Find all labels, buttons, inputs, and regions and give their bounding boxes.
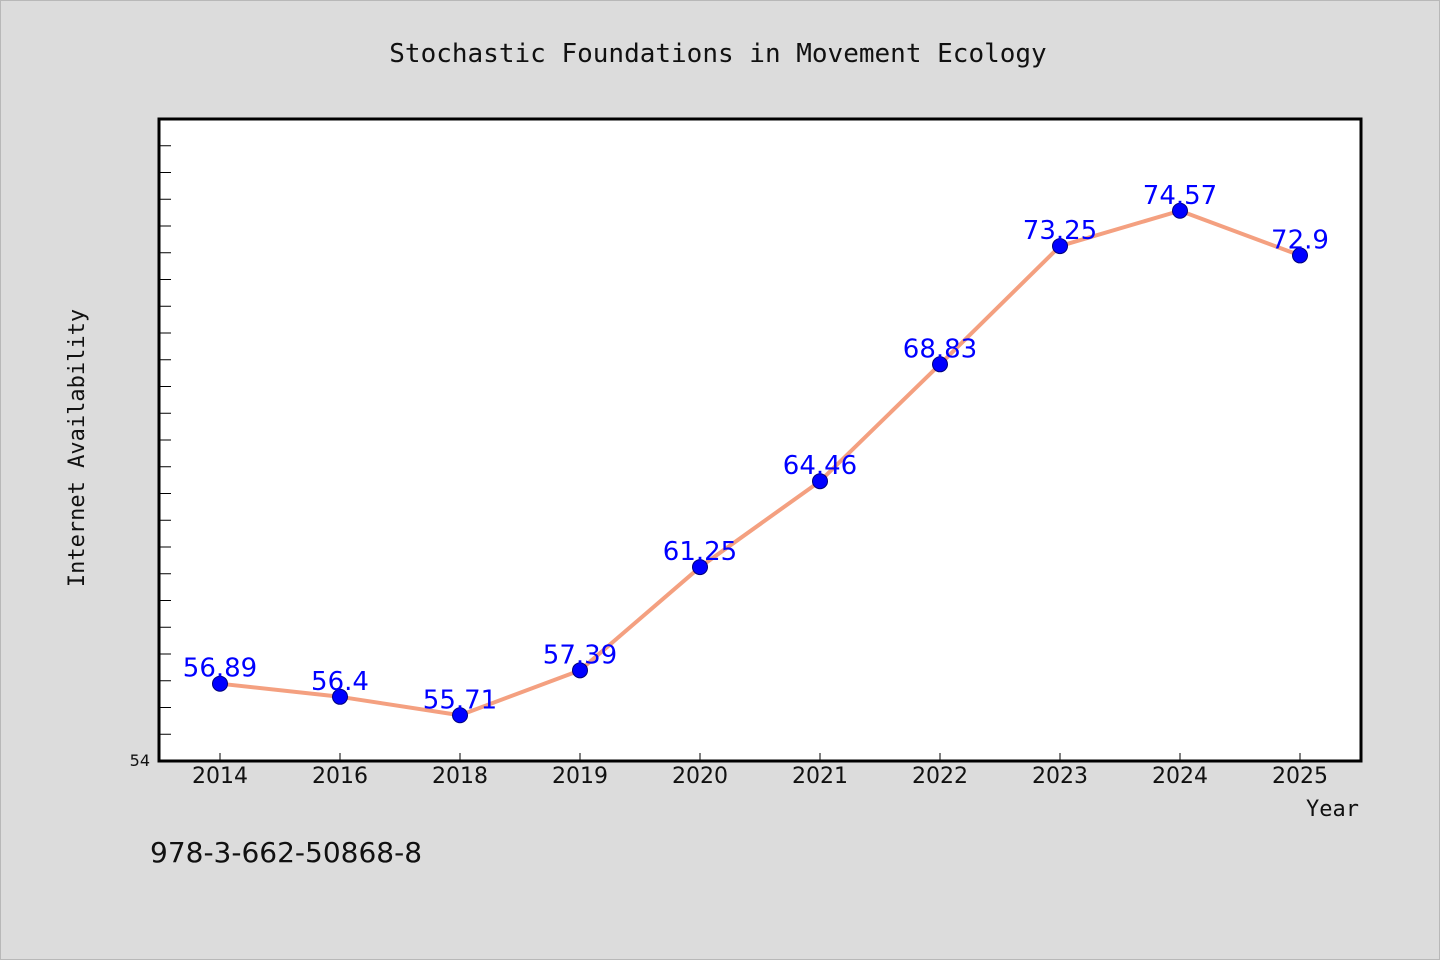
x-axis-title: Year [1306, 797, 1359, 822]
x-tick-label: 2020 [672, 764, 728, 789]
data-point [692, 559, 708, 576]
data-point [1052, 238, 1068, 255]
data-label: 74.57 [1143, 181, 1217, 211]
series-group: 56.89 56.4 55.71 57.39 61.25 64.46 68.83 73.25 7… [183, 181, 1329, 724]
data-label: 61.25 [663, 537, 737, 567]
x-tick-label: 2014 [192, 764, 248, 789]
plot-area [157, 117, 1363, 763]
data-label: 72.9 [1271, 225, 1329, 255]
data-point [572, 662, 588, 679]
chart-title: Stochastic Foundations in Movement Ecolo… [389, 39, 1046, 69]
data-point [332, 688, 348, 705]
data-label: 64.46 [783, 451, 857, 481]
isbn-label: 978-3-662-50868-8 [150, 836, 422, 869]
x-tick-label: 2018 [432, 764, 488, 789]
data-label: 57.39 [543, 640, 617, 670]
y-axis-title: Internet Availability [65, 309, 90, 587]
y-axis-min-label: 54 [130, 751, 150, 770]
x-tick-label: 2022 [912, 764, 968, 789]
data-label: 56.4 [311, 667, 369, 697]
data-point [812, 473, 828, 490]
x-axis-ticks: 2014 2016 2018 2019 2020 2021 2022 2023 2024 2025 [192, 753, 1328, 789]
data-label: 55.71 [423, 685, 497, 715]
data-label: 56.89 [183, 654, 257, 684]
x-tick-label: 2023 [1032, 764, 1088, 789]
series-line [219, 208, 1301, 718]
x-tick-label: 2019 [552, 764, 608, 789]
data-point [452, 707, 468, 724]
data-point [212, 675, 228, 692]
x-tick-label: 2025 [1272, 764, 1328, 789]
data-point [1292, 247, 1308, 264]
y-axis-ticks [159, 145, 171, 735]
x-tick-label: 2016 [312, 764, 368, 789]
data-point [932, 356, 948, 373]
x-tick-label: 2024 [1152, 764, 1208, 789]
data-label: 73.25 [1023, 216, 1097, 246]
x-tick-label: 2021 [792, 764, 848, 789]
data-label: 68.83 [903, 334, 977, 364]
data-point [1172, 202, 1188, 219]
